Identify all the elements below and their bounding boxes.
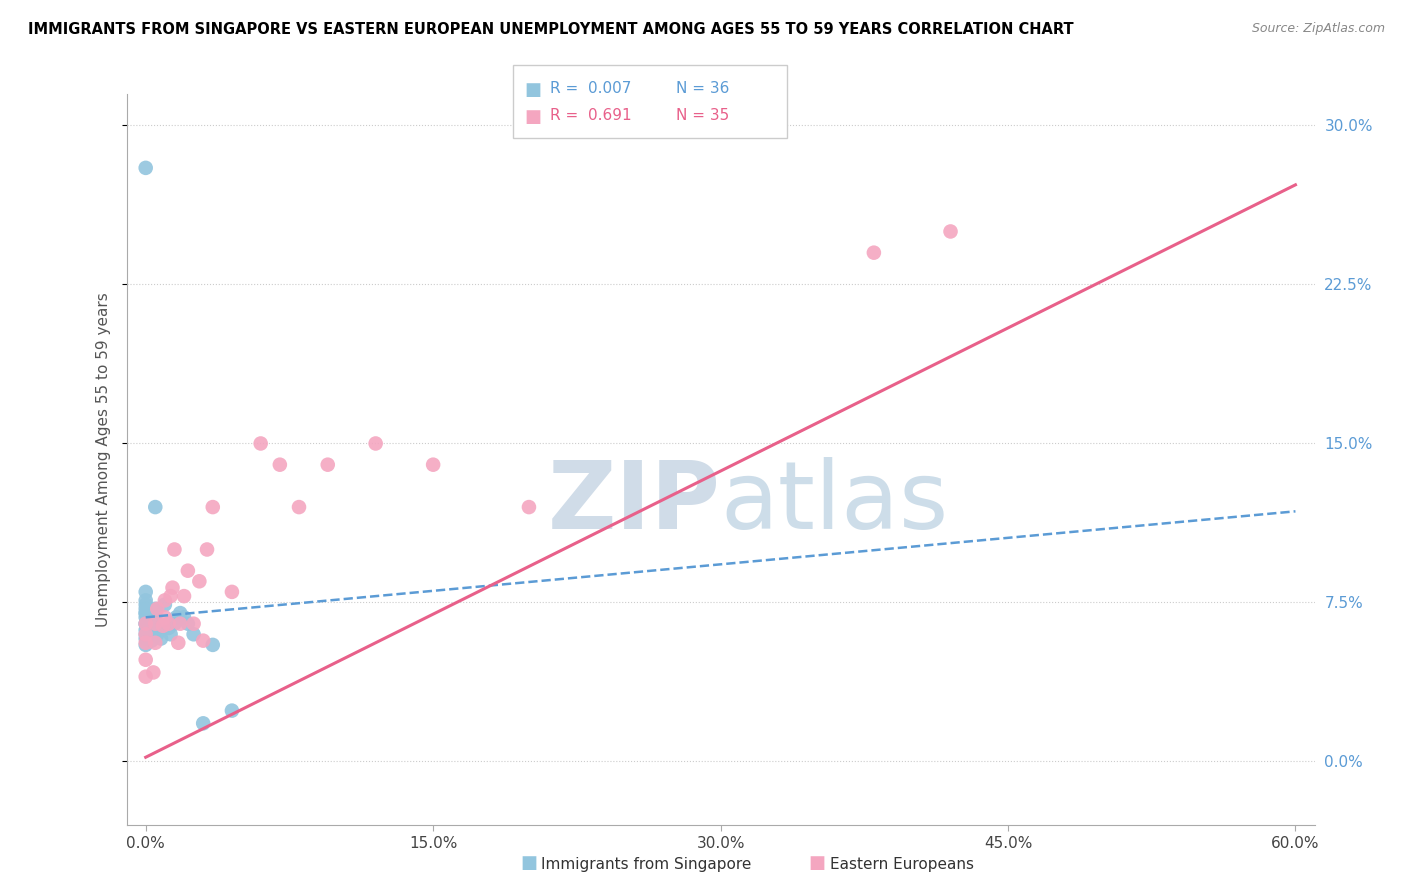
- Point: [143, 602, 166, 616]
- Text: ■: ■: [808, 855, 825, 872]
- Point: [177, 564, 200, 578]
- Point: [163, 542, 186, 557]
- Point: [142, 665, 165, 680]
- Point: [135, 632, 157, 646]
- Point: [135, 653, 157, 667]
- Point: [195, 542, 218, 557]
- Point: [135, 627, 157, 641]
- Point: [153, 610, 176, 624]
- Point: [288, 500, 311, 514]
- Text: R =  0.007: R = 0.007: [550, 81, 631, 96]
- Point: [863, 245, 886, 260]
- Text: R =  0.691: R = 0.691: [550, 108, 631, 123]
- Text: ■: ■: [524, 108, 541, 126]
- Text: N = 36: N = 36: [676, 81, 730, 96]
- Point: [169, 606, 191, 620]
- Point: [188, 574, 211, 589]
- Point: [163, 616, 186, 631]
- Point: [143, 616, 166, 631]
- Text: Immigrants from Singapore: Immigrants from Singapore: [541, 857, 752, 872]
- Point: [152, 619, 174, 633]
- Point: [152, 619, 174, 633]
- Point: [201, 500, 224, 514]
- Point: [135, 616, 157, 631]
- Point: [153, 593, 176, 607]
- Point: [249, 436, 271, 450]
- Point: [173, 610, 195, 624]
- Point: [142, 616, 165, 631]
- Text: ZIP: ZIP: [548, 458, 721, 549]
- Text: ■: ■: [520, 855, 537, 872]
- Point: [135, 616, 157, 631]
- Point: [183, 616, 205, 631]
- Point: [173, 589, 195, 603]
- Point: [201, 638, 224, 652]
- Point: [135, 616, 157, 631]
- Point: [221, 585, 243, 599]
- Point: [143, 500, 166, 514]
- Point: [939, 224, 962, 238]
- Point: [135, 638, 157, 652]
- Point: [159, 589, 181, 603]
- Point: [143, 636, 166, 650]
- Point: [135, 593, 157, 607]
- Point: [135, 670, 157, 684]
- Point: [183, 627, 205, 641]
- Point: [146, 627, 169, 641]
- Point: [135, 636, 157, 650]
- Point: [193, 633, 215, 648]
- Point: [143, 610, 166, 624]
- Point: [517, 500, 540, 514]
- Text: N = 35: N = 35: [676, 108, 730, 123]
- Point: [157, 616, 180, 631]
- Point: [153, 598, 176, 612]
- Point: [135, 610, 157, 624]
- Point: [269, 458, 291, 472]
- Point: [193, 716, 215, 731]
- Point: [422, 458, 444, 472]
- Text: atlas: atlas: [721, 458, 949, 549]
- Point: [162, 581, 184, 595]
- Point: [141, 623, 163, 637]
- Text: Eastern Europeans: Eastern Europeans: [830, 857, 973, 872]
- Point: [165, 610, 187, 624]
- Point: [177, 616, 200, 631]
- Point: [159, 627, 181, 641]
- Point: [221, 704, 243, 718]
- Point: [364, 436, 387, 450]
- Text: IMMIGRANTS FROM SINGAPORE VS EASTERN EUROPEAN UNEMPLOYMENT AMONG AGES 55 TO 59 Y: IMMIGRANTS FROM SINGAPORE VS EASTERN EUR…: [28, 22, 1074, 37]
- Point: [135, 598, 157, 612]
- Point: [142, 627, 165, 641]
- Y-axis label: Unemployment Among Ages 55 to 59 years: Unemployment Among Ages 55 to 59 years: [96, 292, 111, 627]
- Point: [141, 633, 163, 648]
- Point: [316, 458, 339, 472]
- Point: [167, 636, 190, 650]
- Point: [135, 161, 157, 175]
- Point: [135, 606, 157, 620]
- Point: [146, 602, 169, 616]
- Text: Source: ZipAtlas.com: Source: ZipAtlas.com: [1251, 22, 1385, 36]
- Point: [135, 623, 157, 637]
- Point: [169, 616, 191, 631]
- Point: [157, 621, 180, 635]
- Point: [150, 632, 173, 646]
- Point: [135, 627, 157, 641]
- Text: ■: ■: [524, 81, 541, 99]
- Point: [135, 585, 157, 599]
- Point: [135, 606, 157, 620]
- Point: [135, 602, 157, 616]
